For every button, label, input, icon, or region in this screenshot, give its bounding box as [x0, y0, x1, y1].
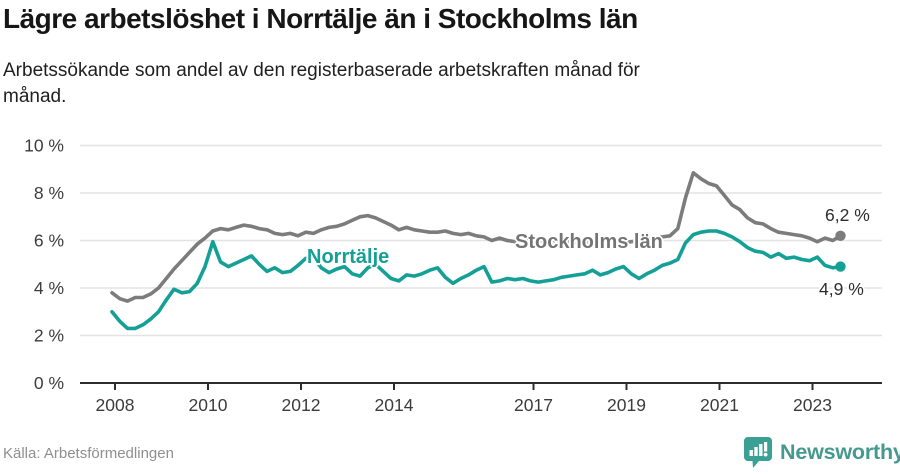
x-tick-label: 2019: [607, 395, 646, 415]
y-tick-label: 8 %: [34, 183, 64, 203]
source-caption: Källa: Arbetsförmedlingen: [3, 445, 174, 462]
series-label-stockholms-lan: Stockholms län: [515, 231, 663, 253]
endpoint-dot-norrtalje: [835, 261, 846, 272]
y-tick-label: 10 %: [24, 136, 64, 156]
chart-subtitle: Arbetssökande som andel av den registerb…: [3, 60, 640, 108]
x-tick-label: 2008: [96, 395, 135, 415]
x-tick-label: 2017: [514, 395, 553, 415]
x-tick-label: 2010: [189, 395, 228, 415]
newsworthy-wordmark: Newsworthy: [780, 440, 900, 464]
endpoint-dot-stockholms-lan: [835, 230, 846, 241]
page-title: Lägre arbetslöshet i Norrtälje än i Stoc…: [3, 3, 638, 34]
y-tick-label: 0 %: [34, 373, 64, 393]
end-value-norrtalje: 4,9 %: [819, 279, 864, 299]
newsworthy-logo: Newsworthy: [743, 436, 900, 469]
x-tick-label: 2012: [282, 395, 321, 415]
x-tick-label: 2021: [700, 395, 739, 415]
y-tick-label: 4 %: [34, 278, 64, 298]
x-tick-label: 2023: [793, 395, 832, 415]
line-stockholms-lan: [110, 171, 843, 303]
series-label-norrtalje: Norrtälje: [307, 246, 390, 268]
y-tick-label: 2 %: [34, 326, 64, 346]
line-norrtalje: [110, 229, 843, 331]
x-tick-label: 2014: [375, 395, 414, 415]
y-tick-label: 6 %: [34, 231, 64, 251]
end-value-stockholms-lan: 6,2 %: [825, 205, 870, 225]
newsworthy-icon: [744, 437, 772, 468]
